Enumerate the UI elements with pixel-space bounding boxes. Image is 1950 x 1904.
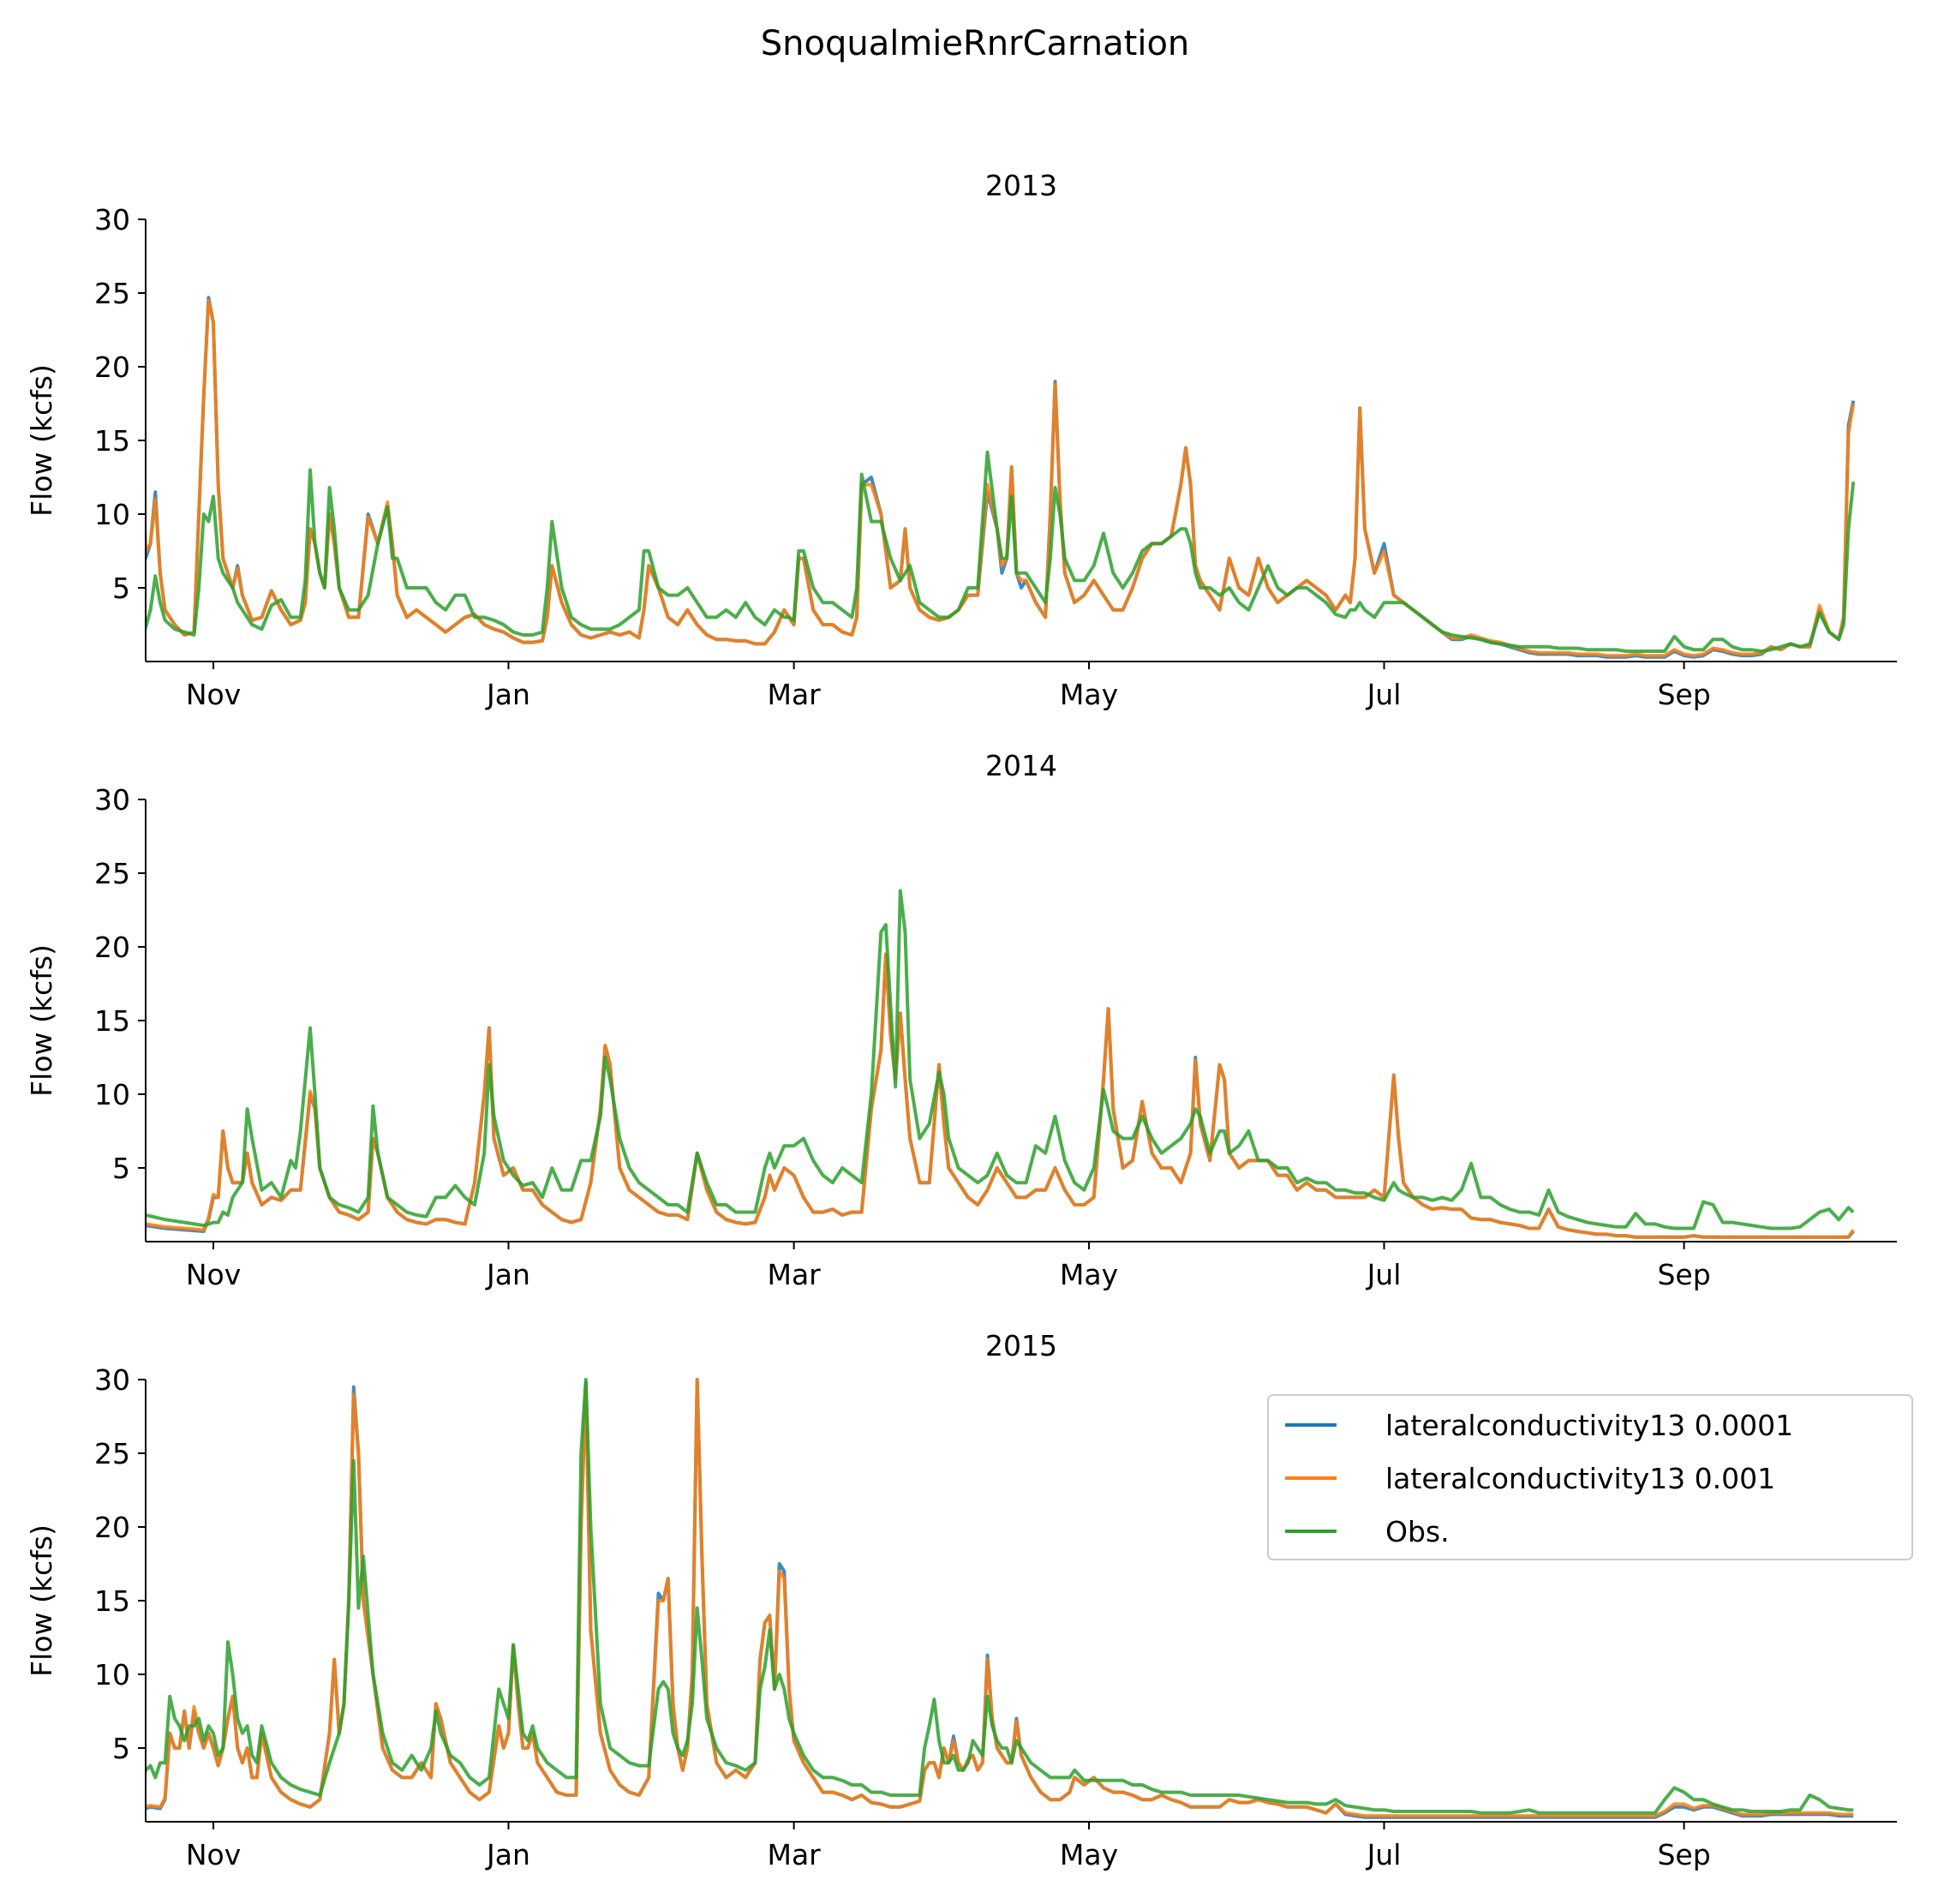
panel-2015: 5 10 15 20 25 30 Nov Jan Mar May Jul Sep 2015 Flow (k… — [25, 1329, 1897, 1871]
x-tick-label: May — [1060, 1838, 1118, 1871]
y-tick-label: 5 — [112, 1152, 130, 1185]
legend-label: lateralconductivity13 0.001 — [1385, 1462, 1775, 1495]
panel-title: 2013 — [985, 169, 1057, 202]
x-tick-label: Jul — [1366, 678, 1402, 711]
x-tick-label: Nov — [186, 1258, 241, 1291]
x-tick-label: Mar — [767, 1838, 821, 1871]
panel-title: 2015 — [985, 1329, 1057, 1362]
y-axis-label: Flow (kcfs) — [25, 944, 58, 1097]
series-line-lateralconductivity13_0_001 — [146, 952, 1855, 1239]
y-tick-label: 15 — [94, 424, 130, 458]
y-tick-label: 25 — [94, 277, 130, 310]
x-tick-label: Nov — [186, 678, 241, 711]
x-tick-label: Mar — [767, 678, 821, 711]
x-tick-label: Nov — [186, 1838, 241, 1871]
x-tick-label: Sep — [1657, 1258, 1710, 1291]
legend-label: Obs. — [1385, 1515, 1450, 1548]
series-line-obs — [146, 889, 1855, 1230]
x-tick-label: Jul — [1366, 1258, 1402, 1291]
legend: lateralconductivity13 0.0001 lateralcondu… — [1267, 1394, 1913, 1560]
y-tick-label: 20 — [94, 350, 130, 384]
series-line-obs — [146, 450, 1856, 653]
x-tick-label: Jan — [485, 678, 530, 711]
x-tick-label: Jan — [485, 1258, 530, 1291]
x-tick-label: Jul — [1366, 1838, 1402, 1871]
y-tick-label: 20 — [94, 1511, 130, 1544]
panel-2014: 5 10 15 20 25 30 Nov Jan Mar May Jul Sep 2014 Flow (k… — [25, 749, 1897, 1291]
y-tick-label: 25 — [94, 857, 130, 890]
x-tick-label: May — [1060, 1258, 1118, 1291]
y-tick-label: 15 — [94, 1584, 130, 1618]
y-tick-label: 30 — [94, 1363, 130, 1397]
figure-title: SnoqualmieRnrCarnation — [761, 24, 1190, 63]
y-tick-label: 30 — [94, 783, 130, 817]
x-tick-label: Sep — [1657, 1838, 1710, 1871]
series-line-lateralconductivity13_0_001 — [146, 1378, 1854, 1818]
y-tick-label: 10 — [94, 1658, 130, 1691]
legend-box — [1267, 1394, 1913, 1560]
y-tick-label: 5 — [112, 572, 130, 605]
y-tick-label: 10 — [94, 1078, 130, 1111]
y-tick-label: 30 — [94, 203, 130, 237]
x-tick-label: Jan — [485, 1838, 530, 1871]
y-tick-label: 5 — [112, 1732, 130, 1765]
y-tick-label: 20 — [94, 931, 130, 964]
y-tick-label: 10 — [94, 498, 130, 531]
y-axis-label: Flow (kcfs) — [25, 1524, 58, 1677]
panel-2013: 5 10 15 20 25 30 Nov Jan Mar May Jul Sep 2013 Flow (k… — [25, 169, 1897, 711]
y-tick-label: 15 — [94, 1004, 130, 1038]
x-tick-label: Sep — [1657, 678, 1710, 711]
y-axis-label: Flow (kcfs) — [25, 364, 58, 517]
x-tick-label: Mar — [767, 1258, 821, 1291]
series-line-obs — [146, 1378, 1854, 1815]
x-tick-label: May — [1060, 678, 1118, 711]
series-line-lateralconductivity13_0_0001 — [146, 952, 1855, 1239]
legend-label: lateralconductivity13 0.0001 — [1385, 1409, 1793, 1442]
y-tick-label: 25 — [94, 1437, 130, 1470]
panel-title: 2014 — [985, 749, 1057, 782]
